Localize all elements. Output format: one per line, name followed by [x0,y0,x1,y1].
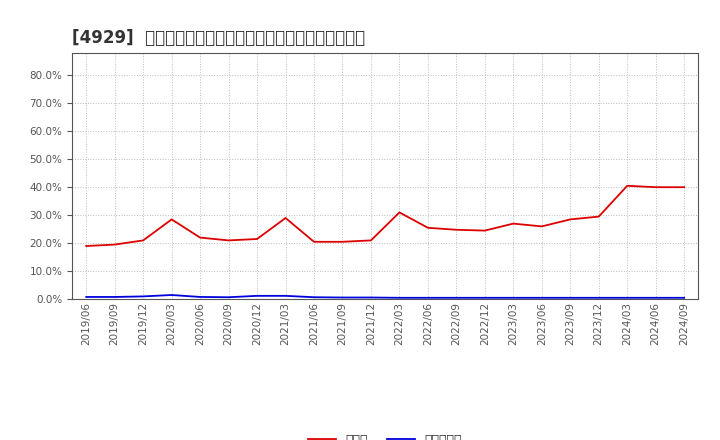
有利子負債 [423,295,432,301]
有利子負債 [509,295,518,301]
現預金 [652,184,660,190]
現預金 [623,183,631,188]
現預金 [395,210,404,215]
有利子負債 [480,295,489,301]
現預金 [366,238,375,243]
有利子負債 [452,295,461,301]
現預金 [253,236,261,242]
Legend: 現預金, 有利子負債: 現預金, 有利子負債 [308,433,462,440]
Text: [4929]  現預金、有利子負債の総資産に対する比率の推移: [4929] 現預金、有利子負債の総資産に対する比率の推移 [72,29,365,47]
有利子負債 [566,295,575,301]
現預金 [282,215,290,220]
現預金 [110,242,119,247]
現預金 [310,239,318,245]
有利子負債 [623,295,631,301]
有利子負債 [652,295,660,301]
現預金 [480,228,489,233]
現預金 [139,238,148,243]
有利子負債 [366,295,375,300]
現預金 [82,243,91,249]
有利子負債 [595,295,603,301]
Line: 有利子負債: 有利子負債 [86,295,684,298]
現預金 [452,227,461,232]
現預金 [537,224,546,229]
有利子負債 [82,294,91,300]
現預金 [566,217,575,222]
有利子負債 [225,295,233,300]
現預金 [680,184,688,190]
現預金 [196,235,204,240]
有利子負債 [196,294,204,300]
Line: 現預金: 現預金 [86,186,684,246]
有利子負債 [253,293,261,298]
現預金 [225,238,233,243]
有利子負債 [338,295,347,300]
有利子負債 [680,295,688,301]
有利子負債 [395,295,404,301]
有利子負債 [110,294,119,300]
現預金 [167,217,176,222]
有利子負債 [310,295,318,300]
有利子負債 [167,292,176,297]
現預金 [338,239,347,245]
現預金 [423,225,432,231]
有利子負債 [139,294,148,299]
有利子負債 [537,295,546,301]
有利子負債 [282,293,290,298]
現預金 [509,221,518,226]
現預金 [595,214,603,219]
